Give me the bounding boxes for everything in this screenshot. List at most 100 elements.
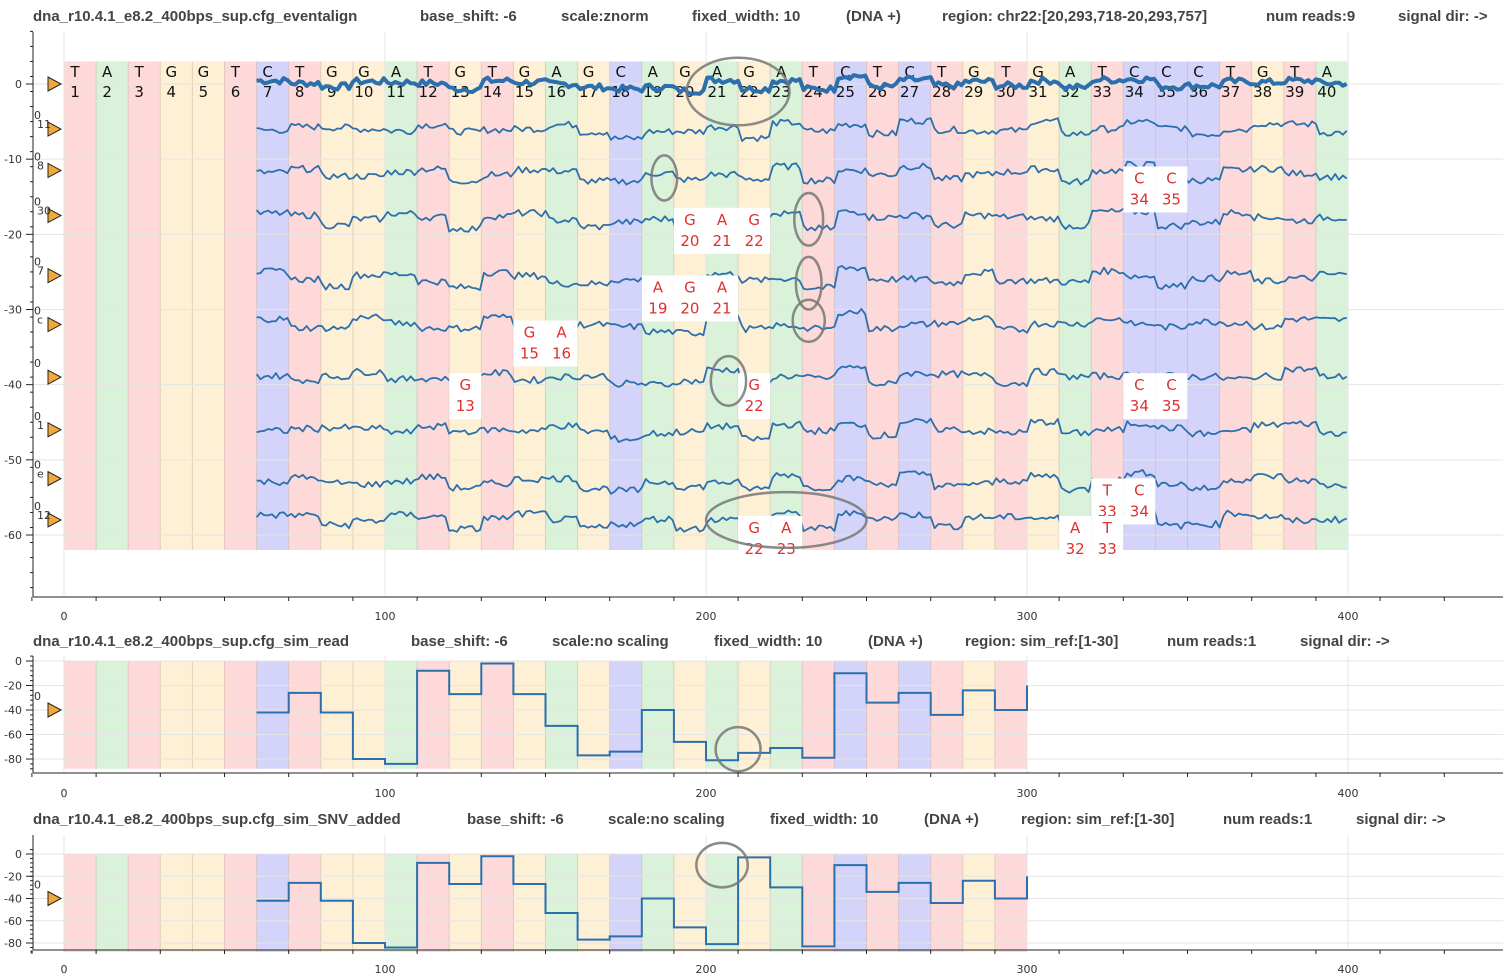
panel-sim_read: dna_r10.4.1_e8.2_400bps_sup.cfg_sim_read…: [4, 633, 1503, 800]
variant-base: A: [556, 324, 567, 342]
base-band-7: [256, 854, 289, 952]
variant-pos: 32: [1066, 540, 1085, 558]
read-id-label: 0: [34, 256, 41, 269]
base-letter-2: A: [102, 63, 113, 81]
read-id-label: 0: [34, 357, 41, 370]
base-band-30: [994, 854, 1027, 952]
x-tick-label: 0: [61, 963, 68, 975]
base-band-22: [738, 661, 771, 769]
variant-box: [1123, 478, 1156, 525]
base-index-27: 27: [900, 83, 919, 101]
header-region: region: sim_ref:[1-30]: [1021, 811, 1174, 828]
base-band-13: [449, 661, 482, 769]
base-band-5: [192, 661, 225, 769]
base-band-26: [866, 61, 899, 551]
read-markers: 0: [34, 879, 63, 907]
read-id-label: 0: [34, 500, 41, 513]
header-region: region: sim_ref:[1-30]: [965, 633, 1118, 650]
read-marker-icon: [47, 207, 63, 224]
base-band-9: [320, 661, 353, 769]
grid: [33, 835, 1503, 948]
header-strand: (DNA +): [868, 633, 923, 650]
base-index-8: 8: [295, 83, 305, 101]
base-band-36: [1187, 61, 1220, 551]
variant-box: [1123, 373, 1156, 420]
base-letter-31: G: [1032, 63, 1044, 81]
variant-pos: 22: [745, 397, 764, 415]
base-index-23: 23: [772, 83, 791, 101]
base-letter-26: T: [872, 63, 883, 81]
base-letter-11: A: [391, 63, 402, 81]
base-band-12: [417, 854, 450, 952]
read-id-label: 11: [37, 118, 51, 131]
variant-box: [706, 207, 739, 254]
read-marker-icon: [47, 267, 63, 284]
base-band-10: [352, 854, 385, 952]
base-index-15: 15: [515, 83, 534, 101]
signal-line: [256, 265, 1347, 295]
read-marker-icon: [47, 890, 63, 907]
base-band-11: [385, 61, 418, 551]
base-band-9: [320, 61, 353, 551]
variant-pos: 15: [520, 345, 539, 363]
x-tick-label: 300: [1017, 963, 1038, 975]
base-band-13: [449, 854, 482, 952]
base-band-29: [962, 61, 995, 551]
panel-header: dna_r10.4.1_e8.2_400bps_sup.cfg_eventali…: [33, 8, 1488, 25]
variant-base: G: [684, 278, 696, 296]
base-index-6: 6: [231, 83, 241, 101]
base-letter-16: A: [551, 63, 562, 81]
variant-box: [770, 515, 803, 562]
signals: [256, 855, 1028, 949]
panel-eventalign: dna_r10.4.1_e8.2_400bps_sup.cfg_eventali…: [4, 8, 1503, 623]
variant-base: C: [1166, 376, 1176, 394]
signals: [256, 662, 1028, 765]
variant-base: G: [459, 376, 471, 394]
base-letter-34: C: [1129, 63, 1139, 81]
read-id-label: 8: [37, 159, 44, 172]
base-band-29: [962, 854, 995, 952]
header-title: dna_r10.4.1_e8.2_400bps_sup.cfg_eventali…: [33, 8, 357, 25]
base-index-29: 29: [964, 83, 983, 101]
read-id-label: 1: [37, 419, 44, 432]
variant-base: G: [748, 519, 760, 537]
base-band-26: [866, 854, 899, 952]
base-band-17: [577, 661, 610, 769]
base-band-8: [288, 61, 321, 551]
base-band-3: [128, 661, 161, 769]
base-letter-20: G: [679, 63, 691, 81]
highlight-circle: [793, 191, 825, 247]
base-band-2: [96, 661, 129, 769]
base-bands: [63, 661, 1027, 769]
variant-base: T: [1102, 481, 1113, 499]
base-band-1: [64, 61, 97, 551]
base-band-6: [224, 661, 257, 769]
base-letter-18: C: [615, 63, 625, 81]
variant-base: C: [1134, 169, 1144, 187]
variant-pos: 20: [680, 232, 699, 250]
read-marker-icon: [47, 702, 63, 718]
base-letter-39: T: [1289, 63, 1300, 81]
base-band-23: [770, 661, 803, 769]
read-marker-icon: [47, 512, 63, 528]
base-band-15: [513, 61, 546, 551]
base-band-39: [1283, 61, 1316, 551]
panel-header: dna_r10.4.1_e8.2_400bps_sup.cfg_sim_read…: [33, 633, 1390, 650]
base-letter-33: T: [1097, 63, 1108, 81]
base-band-17: [577, 854, 610, 952]
base-letter-3: T: [134, 63, 145, 81]
variant-pos: 34: [1130, 397, 1149, 415]
read-id-label: 0: [34, 690, 41, 703]
read-markers: 0: [34, 690, 63, 718]
highlight-circle: [704, 490, 868, 550]
x-tick-label: 100: [375, 610, 396, 623]
base-index-5: 5: [199, 83, 209, 101]
header-base-shift: base_shift: -6: [467, 811, 564, 828]
read-marker-icon: [47, 76, 63, 92]
base-band-25: [834, 661, 867, 769]
variant-base: A: [717, 278, 728, 296]
variant-box: [738, 515, 771, 562]
variant-box: [513, 320, 546, 367]
base-letter-13: G: [454, 63, 466, 81]
base-band-14: [481, 661, 514, 769]
